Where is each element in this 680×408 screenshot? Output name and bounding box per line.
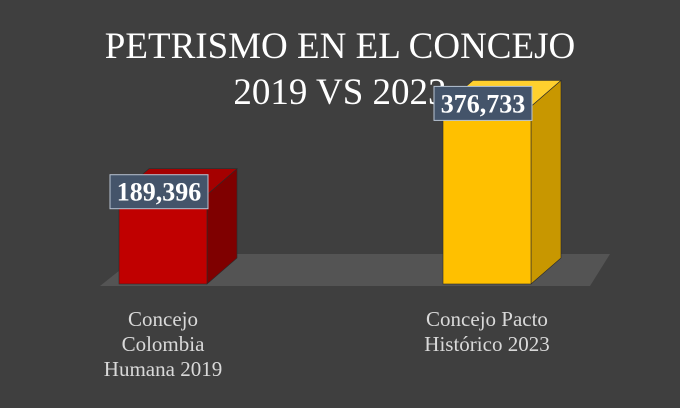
data-label-2-box xyxy=(433,85,533,121)
data-label-1: 189,396 xyxy=(117,178,202,207)
bar-2-side xyxy=(530,79,562,285)
category-label-1-line-2: Colombia xyxy=(122,332,206,356)
category-label-2-line-2: Histórico 2023 xyxy=(424,332,549,356)
data-label-2: 376,733 xyxy=(441,89,526,118)
bar-2-front xyxy=(442,106,532,285)
data-label-1-box xyxy=(109,174,209,210)
chart-title-line-2: 2019 VS 2023 xyxy=(233,72,446,113)
chart-title-line-1: PETRISMO EN EL CONCEJO xyxy=(105,26,575,67)
bar-1: 189,396 xyxy=(109,168,238,285)
category-label-1-line-1: Concejo xyxy=(128,307,198,331)
category-label-1-line-3: Humana 2019 xyxy=(104,357,222,381)
bars-group: 189,396 376,733 xyxy=(109,79,562,285)
category-label-2-line-1: Concejo Pacto xyxy=(426,307,548,331)
bar-2: 376,733 xyxy=(433,79,562,285)
